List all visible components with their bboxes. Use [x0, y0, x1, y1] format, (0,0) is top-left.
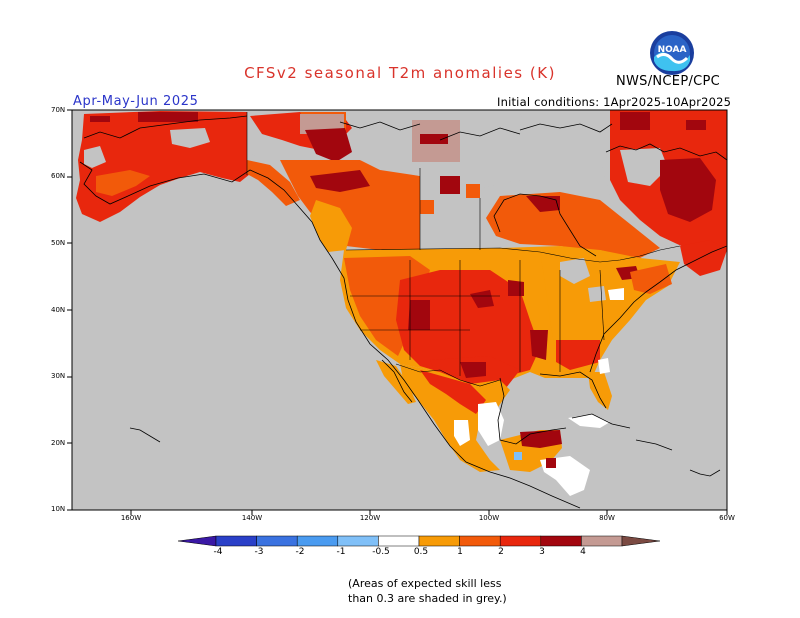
- colorbar-label-neg4: -4: [213, 547, 223, 557]
- noaa-logo-icon: NOAA: [650, 31, 694, 75]
- colorbar-segment-5: [378, 535, 420, 547]
- alaska-grey-interior: [170, 128, 210, 148]
- canada-darkred-3: [420, 134, 448, 144]
- political-borders: [246, 112, 681, 387]
- yucatan-darkred: [520, 430, 562, 448]
- colorbar-segment-7: [459, 535, 501, 547]
- initial-conditions: Initial conditions: 1Apr2025-10Apr2025: [497, 95, 732, 109]
- lon-label-140w: 140W: [241, 514, 263, 522]
- usa-southeast-red: [556, 340, 600, 370]
- ne-canada-grey-1: [620, 148, 668, 186]
- colorbar-label-neg05: -0.5: [372, 547, 390, 557]
- lat-label-70n: 70N: [51, 106, 66, 114]
- usa-darkred-spot-1: [408, 300, 430, 330]
- alaska-grey-west: [84, 146, 106, 168]
- agency-label: NWS/NCEP/CPC: [616, 74, 721, 89]
- colorbar-segment-2: [256, 535, 298, 547]
- colorbar-label-05: 0.5: [413, 547, 429, 557]
- ne-canada-darkred: [660, 158, 716, 222]
- usa-darkred-spot-4: [530, 330, 548, 360]
- mexico-white-1: [478, 402, 504, 446]
- colorbar-segment-6: [418, 535, 460, 547]
- lat-label-20n: 20N: [51, 439, 66, 447]
- lat-label-60n: 60N: [51, 172, 66, 180]
- canada-red-spot-3: [466, 184, 480, 198]
- canada-red-spot-2: [420, 200, 434, 214]
- tick-marks: [67, 109, 728, 515]
- lat-label-30n: 30N: [51, 372, 66, 380]
- canada-darkred-2: [310, 170, 370, 192]
- skill-note-line-1: (Areas of expected skill less: [348, 577, 502, 590]
- mexico-orange: [400, 364, 510, 472]
- colorbar-label-neg2: -2: [295, 547, 305, 557]
- newfoundland-red: [680, 240, 727, 276]
- canada-darkred-1: [305, 128, 352, 162]
- lon-label-100w: 100W: [478, 514, 500, 522]
- alaska-darkred-1: [138, 112, 198, 122]
- colorbar-label-3: 3: [539, 547, 545, 557]
- blue-spot: [514, 452, 522, 460]
- colorbar-segment-4: [337, 535, 379, 547]
- logo-text: NOAA: [658, 45, 687, 55]
- alaska-darkred-2: [90, 116, 110, 122]
- chart-title: CFSv2 seasonal T2m anomalies (K): [244, 64, 556, 82]
- mexico-white-2: [454, 420, 470, 446]
- lon-label-80w: 80W: [599, 514, 615, 522]
- lon-label-160w: 160W: [120, 514, 142, 522]
- quebec-red: [486, 192, 660, 258]
- quebec-darkred: [526, 196, 560, 212]
- skill-note-line-2: than 0.3 are shaded in grey.): [348, 592, 507, 605]
- colorbar-label-2: 2: [498, 547, 504, 557]
- canada-orange-bc: [310, 200, 352, 252]
- forecast-period: Apr-May-Jun 2025: [73, 94, 199, 109]
- alaska-panhandle: [247, 160, 300, 206]
- colorbar-arrow-right: [621, 535, 661, 547]
- florida-white: [598, 358, 610, 374]
- colorbar-arrow-left: [177, 535, 217, 547]
- canada-red-spot-1: [440, 176, 460, 194]
- coastlines: [79, 115, 727, 509]
- alaska-redorange: [96, 170, 150, 196]
- great-lakes-grey: [560, 258, 590, 284]
- mexico-red: [420, 370, 486, 414]
- skill-note: (Areas of expected skill less than 0.3 a…: [348, 576, 548, 606]
- colorbar-segment-3: [296, 535, 339, 547]
- lon-label-120w: 120W: [359, 514, 381, 522]
- lat-label-40n: 40N: [51, 306, 66, 314]
- colorbar-label-neg3: -3: [254, 547, 264, 557]
- colorbar-label-4: 4: [580, 547, 586, 557]
- colorbar-segment-10: [581, 535, 623, 547]
- usa-darkred-texas: [460, 362, 486, 378]
- usa-darkred-spot-2: [470, 290, 494, 308]
- ne-canada-darkred-3: [686, 120, 706, 130]
- usa-white-ne: [608, 288, 624, 300]
- colorbar-segment-9: [540, 535, 582, 547]
- baja-orange: [376, 360, 416, 404]
- colorbar-label-neg1: -1: [336, 547, 346, 557]
- usa-interior-red: [396, 270, 540, 382]
- florida-orange: [588, 372, 612, 410]
- usa-redorange-ne: [630, 264, 672, 294]
- ne-canada-darkred-2: [620, 112, 650, 130]
- colorbar-label-1: 1: [457, 547, 463, 557]
- colorbar-segment-1: [215, 535, 257, 547]
- colorbar-segment-8: [499, 535, 542, 547]
- alaska-red: [76, 111, 255, 222]
- darkred-spot-ca: [546, 458, 556, 468]
- lat-label-10n: 10N: [51, 505, 66, 513]
- lon-label-60w: 60W: [719, 514, 735, 522]
- lat-label-50n: 50N: [51, 239, 66, 247]
